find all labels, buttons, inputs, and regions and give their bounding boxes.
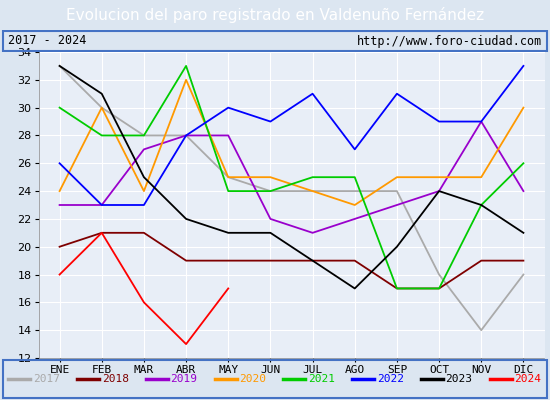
Text: Evolucion del paro registrado en Valdenuño Fernández: Evolucion del paro registrado en Valdenu… (66, 7, 484, 23)
Text: 2018: 2018 (102, 374, 129, 384)
Text: 2022: 2022 (377, 374, 404, 384)
Text: http://www.foro-ciudad.com: http://www.foro-ciudad.com (356, 34, 542, 48)
Text: 2019: 2019 (170, 374, 197, 384)
Text: 2024: 2024 (514, 374, 541, 384)
Text: 2023: 2023 (446, 374, 472, 384)
Text: 2017: 2017 (33, 374, 60, 384)
Text: 2017 - 2024: 2017 - 2024 (8, 34, 87, 48)
Text: 2021: 2021 (308, 374, 335, 384)
Text: 2020: 2020 (239, 374, 266, 384)
